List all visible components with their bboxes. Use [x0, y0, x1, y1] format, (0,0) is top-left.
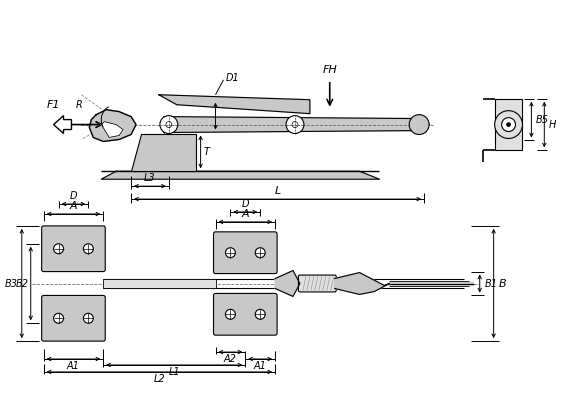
FancyBboxPatch shape: [42, 295, 105, 341]
Text: B1: B1: [485, 279, 498, 289]
Circle shape: [409, 115, 429, 134]
Circle shape: [225, 309, 235, 319]
FancyBboxPatch shape: [103, 279, 215, 288]
Circle shape: [54, 313, 63, 323]
Text: B2: B2: [16, 279, 29, 289]
Circle shape: [160, 116, 178, 134]
Text: L2: L2: [154, 374, 165, 384]
Polygon shape: [159, 95, 310, 114]
Text: A1: A1: [67, 361, 80, 371]
Text: H: H: [548, 119, 556, 129]
Text: A2: A2: [224, 354, 237, 364]
Text: T: T: [204, 147, 210, 157]
Text: L3: L3: [144, 173, 156, 183]
Circle shape: [83, 244, 93, 254]
Text: FH: FH: [322, 65, 337, 75]
Circle shape: [292, 122, 298, 127]
FancyBboxPatch shape: [42, 226, 105, 272]
Circle shape: [255, 309, 265, 319]
FancyArrow shape: [54, 116, 72, 134]
Polygon shape: [101, 171, 379, 179]
Text: R: R: [76, 100, 83, 110]
Polygon shape: [275, 271, 300, 296]
Circle shape: [502, 118, 516, 132]
Polygon shape: [164, 116, 429, 132]
Text: A: A: [242, 209, 249, 219]
Text: A: A: [70, 201, 77, 211]
Text: D: D: [242, 199, 249, 209]
FancyBboxPatch shape: [214, 232, 277, 274]
Text: B3: B3: [5, 279, 18, 289]
FancyBboxPatch shape: [214, 293, 277, 335]
Text: A1: A1: [254, 361, 267, 371]
Circle shape: [166, 122, 172, 127]
Text: F1: F1: [47, 100, 61, 110]
FancyBboxPatch shape: [299, 275, 336, 292]
Polygon shape: [101, 122, 123, 137]
Text: B: B: [499, 279, 506, 289]
Polygon shape: [90, 110, 136, 142]
Text: L: L: [275, 186, 281, 196]
Polygon shape: [335, 273, 389, 295]
Text: B5: B5: [535, 115, 548, 124]
Circle shape: [225, 248, 235, 258]
Text: L1: L1: [168, 367, 180, 377]
Circle shape: [83, 313, 93, 323]
Circle shape: [255, 248, 265, 258]
Bar: [495, 99, 523, 150]
Polygon shape: [131, 134, 196, 171]
Text: D1: D1: [225, 73, 239, 83]
Circle shape: [54, 244, 63, 254]
Circle shape: [495, 111, 523, 138]
Text: D: D: [70, 191, 77, 201]
Circle shape: [506, 123, 510, 127]
Circle shape: [286, 116, 304, 134]
